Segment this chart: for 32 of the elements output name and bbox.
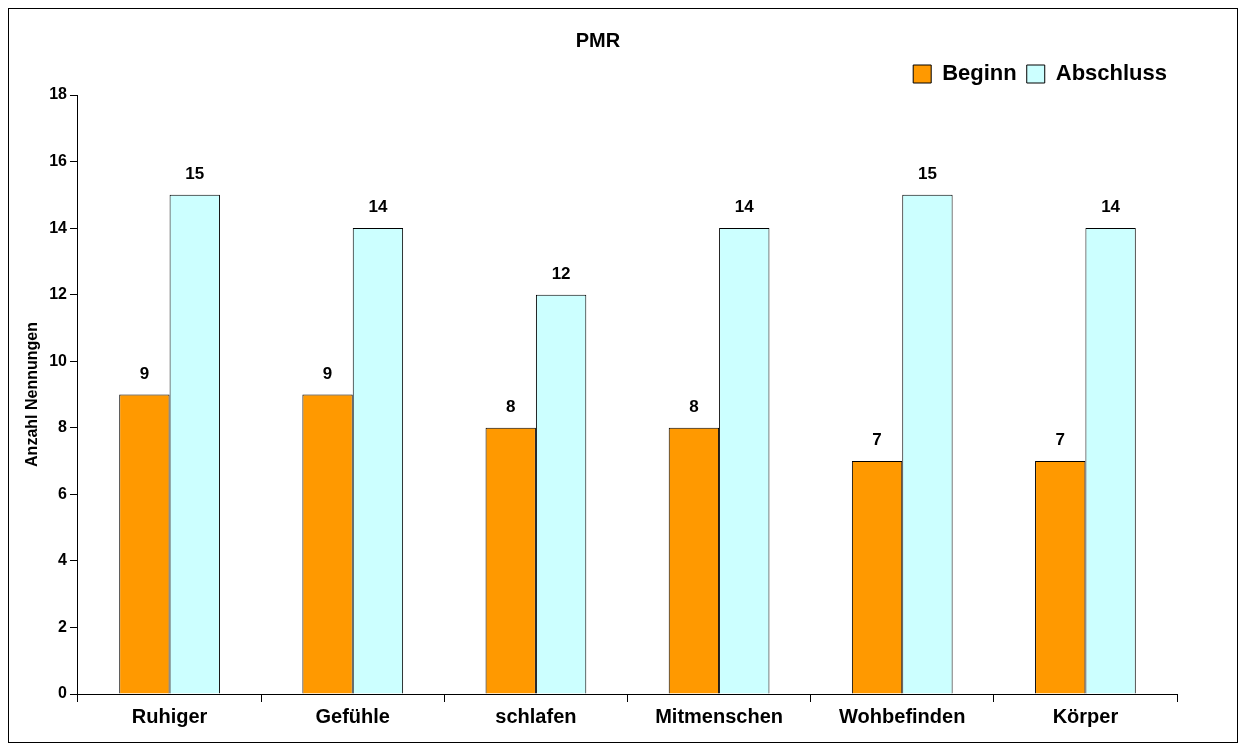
y-axis-title: Anzahl Nennungen: [23, 322, 41, 467]
data-label: 15: [185, 164, 205, 184]
data-label: 14: [734, 197, 755, 217]
data-label: 7: [872, 430, 882, 450]
y-tick-label: 2: [58, 617, 68, 635]
x-tick-label: Körper: [1052, 704, 1119, 727]
y-tick-label: 4: [58, 551, 68, 569]
y-tick-label: 0: [58, 684, 68, 702]
data-label: 15: [917, 164, 937, 184]
x-tick-label: Mitmenschen: [655, 704, 783, 727]
x-tick-label: Gefühle: [315, 704, 390, 727]
data-label: 8: [505, 396, 516, 416]
y-tick-label: 18: [49, 85, 68, 103]
legend-label: Abschluss: [1055, 60, 1168, 86]
data-label: 9: [139, 363, 150, 383]
data-label: 12: [551, 263, 571, 283]
y-tick-label: 10: [49, 351, 68, 369]
y-tick-label: 12: [49, 285, 68, 303]
data-label: 8: [689, 396, 699, 416]
x-tick-label: Wohbefinden: [839, 704, 966, 727]
x-tick-label: schlafen: [495, 704, 577, 727]
legend-label: Beginn: [942, 60, 1017, 86]
chart-title: PMR: [575, 28, 621, 51]
data-label: 14: [368, 197, 388, 217]
y-tick-label: 16: [49, 151, 68, 169]
data-label: 14: [1101, 197, 1121, 217]
y-tick-label: 6: [58, 484, 68, 502]
data-label: 9: [322, 363, 333, 383]
x-tick-label: Ruhiger: [131, 704, 208, 727]
data-label: 7: [1055, 430, 1065, 450]
y-tick-label: 8: [58, 418, 68, 436]
y-tick-label: 14: [49, 218, 68, 236]
